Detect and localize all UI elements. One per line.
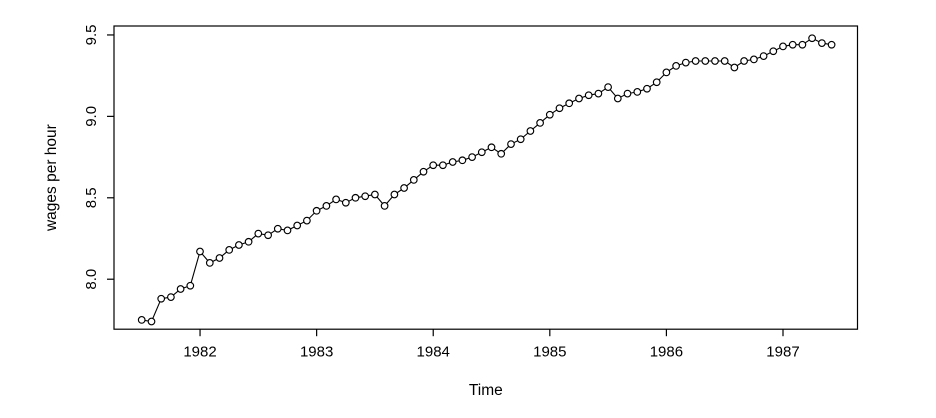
data-point — [555, 104, 564, 113]
data-point — [235, 241, 243, 249]
data-point — [273, 224, 282, 233]
data-point — [205, 259, 214, 267]
wages-series — [141, 37, 832, 323]
y-tick-label: 8.0 — [83, 269, 100, 290]
data-point — [409, 176, 418, 184]
data-point — [691, 57, 700, 65]
data-point — [167, 293, 175, 301]
y-tick-label: 8.5 — [83, 187, 100, 208]
data-point — [341, 198, 350, 207]
data-point — [283, 226, 292, 235]
data-point — [730, 63, 739, 72]
data-point — [545, 110, 554, 119]
data-point — [157, 294, 166, 303]
plot-border — [113, 25, 859, 330]
x-tick-label: 1985 — [533, 344, 566, 361]
data-point — [652, 78, 661, 87]
x-axis: 1982 1983 1984 1985 1986 1987 — [183, 329, 800, 361]
data-point — [371, 190, 379, 199]
wages-series-points — [137, 34, 836, 326]
data-point — [429, 161, 438, 170]
x-axis-title: Time — [469, 382, 503, 399]
data-point — [604, 83, 612, 91]
data-point — [497, 149, 506, 158]
x-tick-label: 1986 — [650, 344, 683, 361]
data-point — [244, 237, 253, 246]
data-point — [448, 158, 457, 166]
data-point — [720, 57, 729, 65]
x-tick-label: 1983 — [300, 344, 333, 361]
data-point — [536, 119, 544, 127]
data-point — [827, 40, 836, 49]
data-point — [439, 161, 447, 170]
data-point — [750, 55, 758, 64]
data-point — [254, 229, 263, 238]
data-point — [137, 316, 146, 324]
data-point — [526, 127, 535, 135]
data-point — [633, 88, 642, 96]
data-point — [672, 62, 680, 70]
data-point — [186, 281, 195, 290]
y-axis-title: wages per hour — [43, 124, 60, 232]
data-point — [623, 89, 632, 98]
data-point — [788, 40, 797, 49]
data-point — [798, 40, 807, 49]
data-point — [419, 167, 428, 176]
series-line — [141, 37, 832, 323]
data-point — [264, 231, 272, 240]
data-point — [361, 192, 370, 201]
data-point — [477, 148, 486, 157]
data-point — [594, 89, 603, 98]
data-point — [507, 140, 515, 148]
data-point — [740, 57, 748, 65]
data-point — [322, 202, 331, 210]
data-point — [390, 190, 399, 199]
data-point — [147, 317, 156, 326]
data-point — [303, 216, 311, 225]
data-point — [701, 57, 710, 65]
data-point — [332, 195, 340, 204]
data-point — [613, 94, 622, 103]
x-tick-label: 1987 — [766, 344, 799, 361]
data-point — [487, 143, 496, 152]
x-tick-label: 1982 — [183, 344, 216, 361]
data-point — [225, 246, 234, 254]
y-tick-label: 9.5 — [83, 25, 100, 46]
data-point — [584, 91, 593, 100]
data-point — [779, 42, 787, 51]
data-point — [176, 285, 185, 293]
data-point — [643, 84, 651, 93]
data-point — [215, 254, 224, 262]
data-point — [769, 47, 778, 56]
data-point — [565, 99, 574, 108]
data-point — [808, 34, 816, 43]
data-point — [818, 39, 826, 47]
data-point — [351, 193, 360, 202]
data-point — [400, 184, 408, 192]
data-point — [516, 135, 525, 144]
data-point — [458, 156, 467, 165]
data-point — [196, 247, 204, 256]
data-point — [759, 52, 768, 60]
y-axis: 8.0 8.5 9.0 9.5 — [83, 25, 114, 290]
data-point — [293, 221, 302, 230]
y-tick-label: 9.0 — [83, 106, 100, 127]
data-point — [380, 202, 389, 210]
x-tick-label: 1984 — [417, 344, 450, 361]
data-point — [662, 68, 671, 77]
data-point — [681, 58, 690, 67]
data-point — [575, 94, 583, 103]
data-point — [468, 153, 476, 161]
data-point — [711, 57, 719, 65]
data-point — [312, 206, 321, 215]
